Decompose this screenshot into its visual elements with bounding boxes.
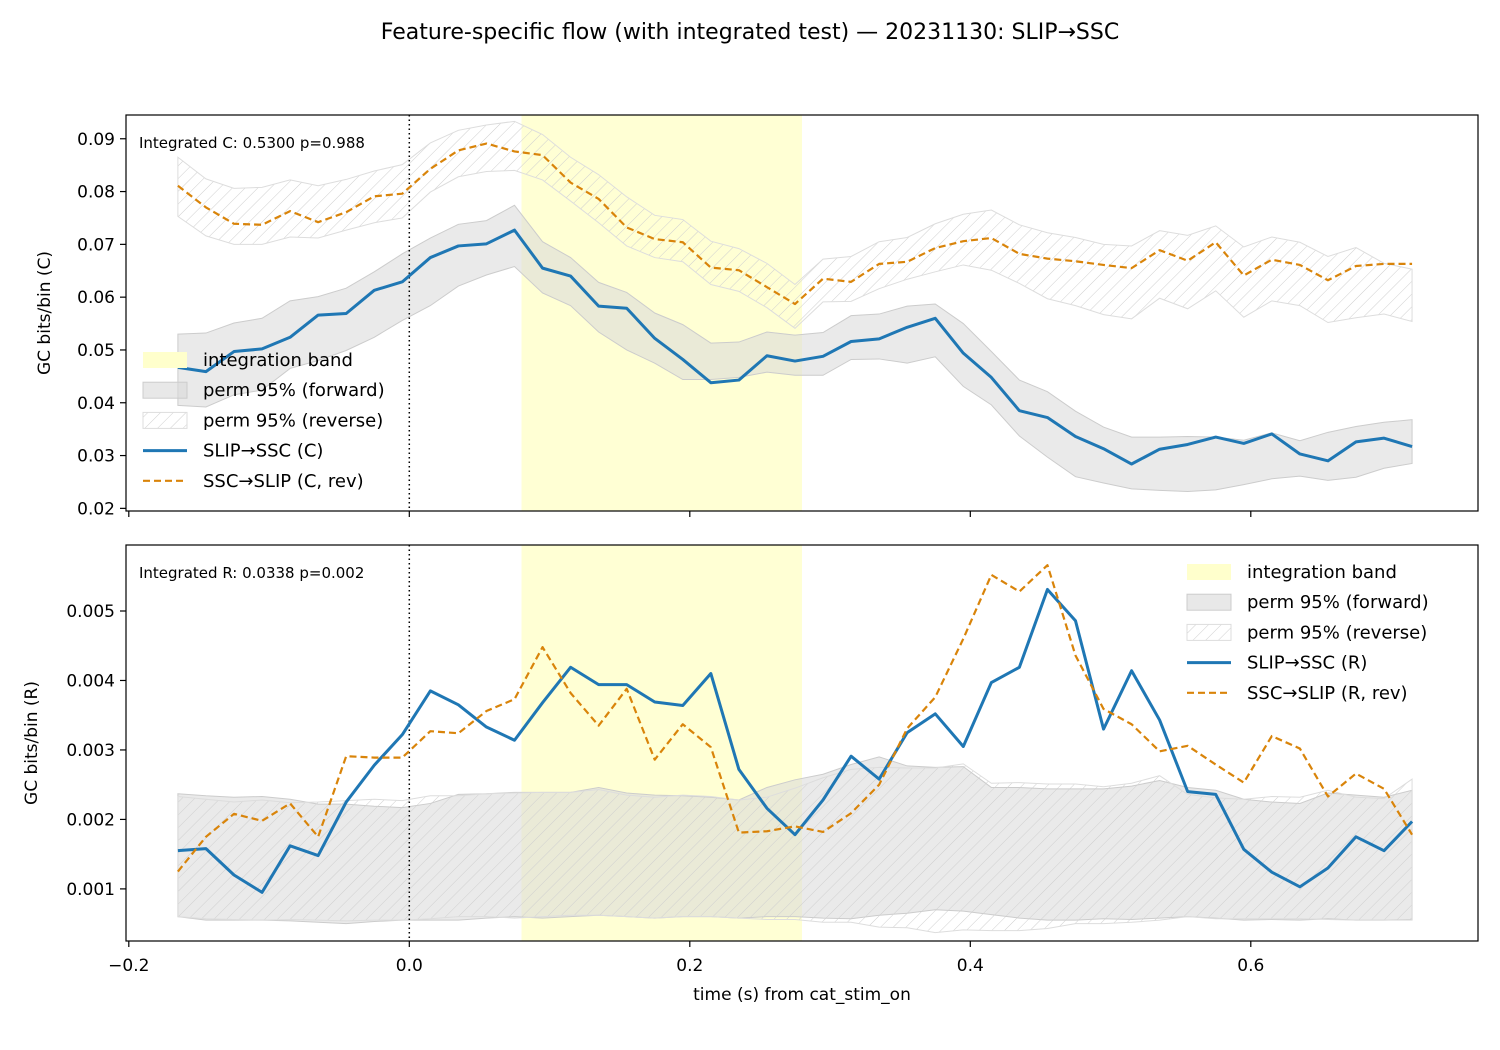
legend-label: SLIP→SSC (R) bbox=[1247, 653, 1367, 674]
series-line-forward bbox=[177, 587, 1414, 894]
figure-title: Feature-specific flow (with integrated t… bbox=[381, 20, 1119, 45]
y-tick-label: 0.02 bbox=[77, 499, 115, 519]
legend-item: integration band bbox=[1187, 562, 1397, 583]
legend-label: integration band bbox=[203, 350, 353, 371]
x-tick-label: −0.2 bbox=[108, 956, 149, 976]
legend-swatch-band bbox=[143, 352, 187, 368]
y-axis-label: GC bits/bin (R) bbox=[22, 681, 42, 805]
integrated-annotation: Integrated R: 0.0338 p=0.002 bbox=[139, 564, 364, 582]
axes-frame bbox=[125, 544, 1479, 942]
legend-item: SLIP→SSC (C) bbox=[143, 441, 323, 462]
y-tick-label: 0.05 bbox=[77, 341, 115, 361]
legend-swatch-perm-forward bbox=[142, 381, 188, 399]
legend-label: SSC→SLIP (R, rev) bbox=[1247, 683, 1408, 704]
legend-swatch-perm-forward bbox=[1186, 593, 1232, 611]
y-tick-label: 0.04 bbox=[77, 394, 115, 414]
panel-top-c: 0.02 0.03 0.04 0.05 0.06 0.07 0.08 0.09 GC bits/… bbox=[35, 114, 1479, 519]
legend-label: perm 95% (forward) bbox=[203, 380, 385, 401]
series-line-forward bbox=[177, 228, 1413, 466]
x-tick-label: 0.4 bbox=[957, 956, 984, 976]
legend-item: perm 95% (forward) bbox=[1186, 592, 1429, 613]
legend-item: perm 95% (forward) bbox=[142, 380, 385, 401]
x-tick-label: 0.6 bbox=[1237, 956, 1264, 976]
legend-item: SSC→SLIP (R, rev) bbox=[1187, 683, 1408, 704]
legend-label: perm 95% (reverse) bbox=[1247, 622, 1427, 643]
y-tick-label: 0.001 bbox=[66, 880, 115, 900]
legend-swatch-perm-reverse bbox=[1186, 623, 1232, 641]
x-tick-label: 0.2 bbox=[676, 956, 703, 976]
x-axis-label: time (s) from cat_stim_on bbox=[693, 985, 911, 1005]
legend-item: perm 95% (reverse) bbox=[1186, 622, 1427, 643]
legend-item: SSC→SLIP (C, rev) bbox=[143, 471, 364, 492]
y-tick-label: 0.004 bbox=[66, 671, 115, 691]
series-line-reverse bbox=[177, 564, 1414, 873]
y-tick-label: 0.003 bbox=[66, 741, 115, 761]
axes-frame bbox=[125, 114, 1479, 512]
x-tick-label: 0.0 bbox=[396, 956, 423, 976]
panel-bottom-r: 0.001 0.002 0.003 0.004 0.005 −0.2 0.0 0.2 0.4 0.… bbox=[22, 544, 1479, 976]
legend: integration band perm 95% (forward) perm 9… bbox=[1186, 562, 1429, 704]
y-tick-label: 0.07 bbox=[77, 235, 115, 255]
y-tick-label: 0.09 bbox=[77, 130, 115, 150]
legend-item: integration band bbox=[143, 350, 353, 371]
legend: integration band perm 95% (forward) perm 9… bbox=[142, 350, 385, 492]
perm-reverse-band bbox=[177, 120, 1413, 329]
legend-swatch-perm-reverse bbox=[142, 411, 188, 429]
y-axis-label: GC bits/bin (C) bbox=[35, 251, 55, 375]
legend-item: SLIP→SSC (R) bbox=[1187, 653, 1367, 674]
plot-area bbox=[177, 115, 1413, 511]
legend-label: SSC→SLIP (C, rev) bbox=[203, 471, 364, 492]
series-line-reverse bbox=[177, 142, 1413, 306]
legend-label: perm 95% (reverse) bbox=[203, 410, 383, 431]
legend-item: perm 95% (reverse) bbox=[142, 410, 383, 431]
y-tick-label: 0.03 bbox=[77, 447, 115, 467]
legend-label: perm 95% (forward) bbox=[1247, 592, 1429, 613]
y-tick-label: 0.002 bbox=[66, 810, 115, 830]
integrated-annotation: Integrated C: 0.5300 p=0.988 bbox=[139, 134, 365, 152]
legend-label: SLIP→SSC (C) bbox=[203, 441, 323, 462]
y-tick-label: 0.08 bbox=[77, 183, 115, 203]
plot-area bbox=[177, 545, 1414, 941]
legend-label: integration band bbox=[1247, 562, 1397, 583]
y-tick-label: 0.06 bbox=[77, 288, 115, 308]
legend-swatch-band bbox=[1187, 564, 1231, 580]
perm-forward-band bbox=[177, 204, 1413, 492]
perm-reverse-band bbox=[177, 763, 1413, 934]
y-tick-label: 0.005 bbox=[66, 602, 115, 622]
